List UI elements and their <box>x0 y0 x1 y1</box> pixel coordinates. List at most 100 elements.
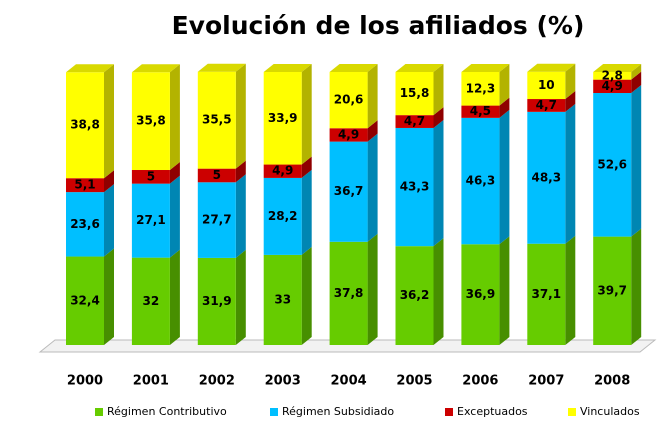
data-label: 4,9 <box>602 79 623 93</box>
bar-segment <box>461 244 500 345</box>
data-label: 32,4 <box>70 293 100 307</box>
bar-segment <box>131 257 170 345</box>
bar-segment <box>197 257 236 345</box>
bar-side <box>433 64 444 116</box>
bar-side <box>433 107 444 128</box>
legend-swatch <box>95 408 103 416</box>
data-label: 2,8 <box>602 68 623 82</box>
x-tick-label: 2002 <box>199 374 235 389</box>
bar-segment <box>461 72 500 106</box>
x-tick-label: 2003 <box>265 374 301 389</box>
bar-segment <box>395 246 434 345</box>
bar-side <box>367 120 378 142</box>
bar-side <box>367 64 378 129</box>
bar-segment <box>593 72 632 80</box>
legend-label: Régimen Contributivo <box>107 405 227 418</box>
bar-side <box>235 249 246 345</box>
data-label: 23,6 <box>70 217 100 231</box>
data-label: 37,8 <box>334 286 364 300</box>
bar-top <box>66 64 114 73</box>
data-label: 35,8 <box>136 114 166 128</box>
data-label: 43,3 <box>400 180 430 194</box>
bar-side <box>301 64 312 165</box>
x-tick-label: 2004 <box>331 374 367 389</box>
bar-top <box>527 63 576 72</box>
bar-side <box>367 133 378 242</box>
bar-segment <box>593 79 632 94</box>
data-label: 36,7 <box>334 184 364 198</box>
bar-side <box>301 156 312 178</box>
bar-segment <box>66 192 104 257</box>
bar-side <box>499 64 510 106</box>
bar-top <box>131 64 180 73</box>
legend-label: Régimen Subsidiado <box>282 405 394 418</box>
bar-segment <box>527 71 566 100</box>
legend-swatch <box>270 408 278 416</box>
bar-segment <box>263 177 302 255</box>
bar-segment <box>329 72 368 129</box>
data-label: 33,9 <box>268 111 298 125</box>
bar-segment <box>329 141 368 242</box>
data-label: 46,3 <box>466 174 496 188</box>
bar-side <box>433 119 444 247</box>
data-label: 28,2 <box>268 209 298 223</box>
data-label: 37,1 <box>531 287 561 301</box>
data-label: 38,8 <box>70 118 100 132</box>
data-label: 15,8 <box>400 86 430 100</box>
bar-side <box>433 238 444 345</box>
bar-side <box>169 249 180 345</box>
data-label: 36,2 <box>400 288 430 302</box>
bar-side <box>301 246 312 345</box>
data-label: 20,6 <box>334 93 364 107</box>
x-tick-label: 2007 <box>528 374 564 389</box>
bar-side <box>235 174 246 258</box>
bar-segment <box>527 111 566 244</box>
bar-segment <box>329 241 368 345</box>
data-label: 4,9 <box>338 127 359 141</box>
bar-segment <box>66 178 104 193</box>
bar-side <box>235 160 246 183</box>
data-label: 5,1 <box>74 178 95 192</box>
x-tick-label: 2008 <box>594 374 630 389</box>
data-label: 4,7 <box>536 98 557 112</box>
bar-segment <box>131 183 170 258</box>
bar-side <box>565 63 576 100</box>
bar-segment <box>395 115 434 128</box>
bar-side <box>499 97 510 118</box>
bar-segment <box>461 117 500 245</box>
bar-segment <box>593 93 632 237</box>
data-label: 27,1 <box>136 213 166 227</box>
x-tick-label: 2000 <box>67 374 103 389</box>
data-label: 4,7 <box>404 114 425 128</box>
bar-top <box>395 64 444 72</box>
data-label: 31,9 <box>202 294 232 308</box>
chart-title: Evolución de los afiliados (%) <box>172 11 585 40</box>
data-label: 48,3 <box>531 170 561 184</box>
bar-segment <box>197 182 236 258</box>
bar-side <box>631 85 642 237</box>
data-label: 5 <box>213 168 221 182</box>
bar-side <box>301 169 312 255</box>
bar-segment <box>329 128 368 142</box>
bar-segment <box>263 254 302 345</box>
bar-segment <box>197 71 236 169</box>
bar-side <box>104 184 114 257</box>
legend-label: Exceptuados <box>457 405 528 418</box>
data-label: 39,7 <box>597 283 627 297</box>
x-tick-label: 2005 <box>396 374 432 389</box>
data-label: 5 <box>147 169 155 183</box>
bar-top <box>197 63 246 72</box>
legend-label: Vinculados <box>580 405 640 418</box>
data-label: 12,3 <box>466 81 496 95</box>
data-label: 4,9 <box>272 164 293 178</box>
bar-segment <box>593 236 632 345</box>
bar-segment <box>131 170 170 184</box>
bar-segment <box>461 105 500 118</box>
bar-top <box>461 64 510 72</box>
bar-segment <box>263 72 302 165</box>
data-label: 52,6 <box>597 157 627 171</box>
bar-top <box>263 64 312 72</box>
data-label: 4,5 <box>470 104 491 118</box>
bar-side <box>169 175 180 258</box>
bar-segment <box>527 99 566 112</box>
